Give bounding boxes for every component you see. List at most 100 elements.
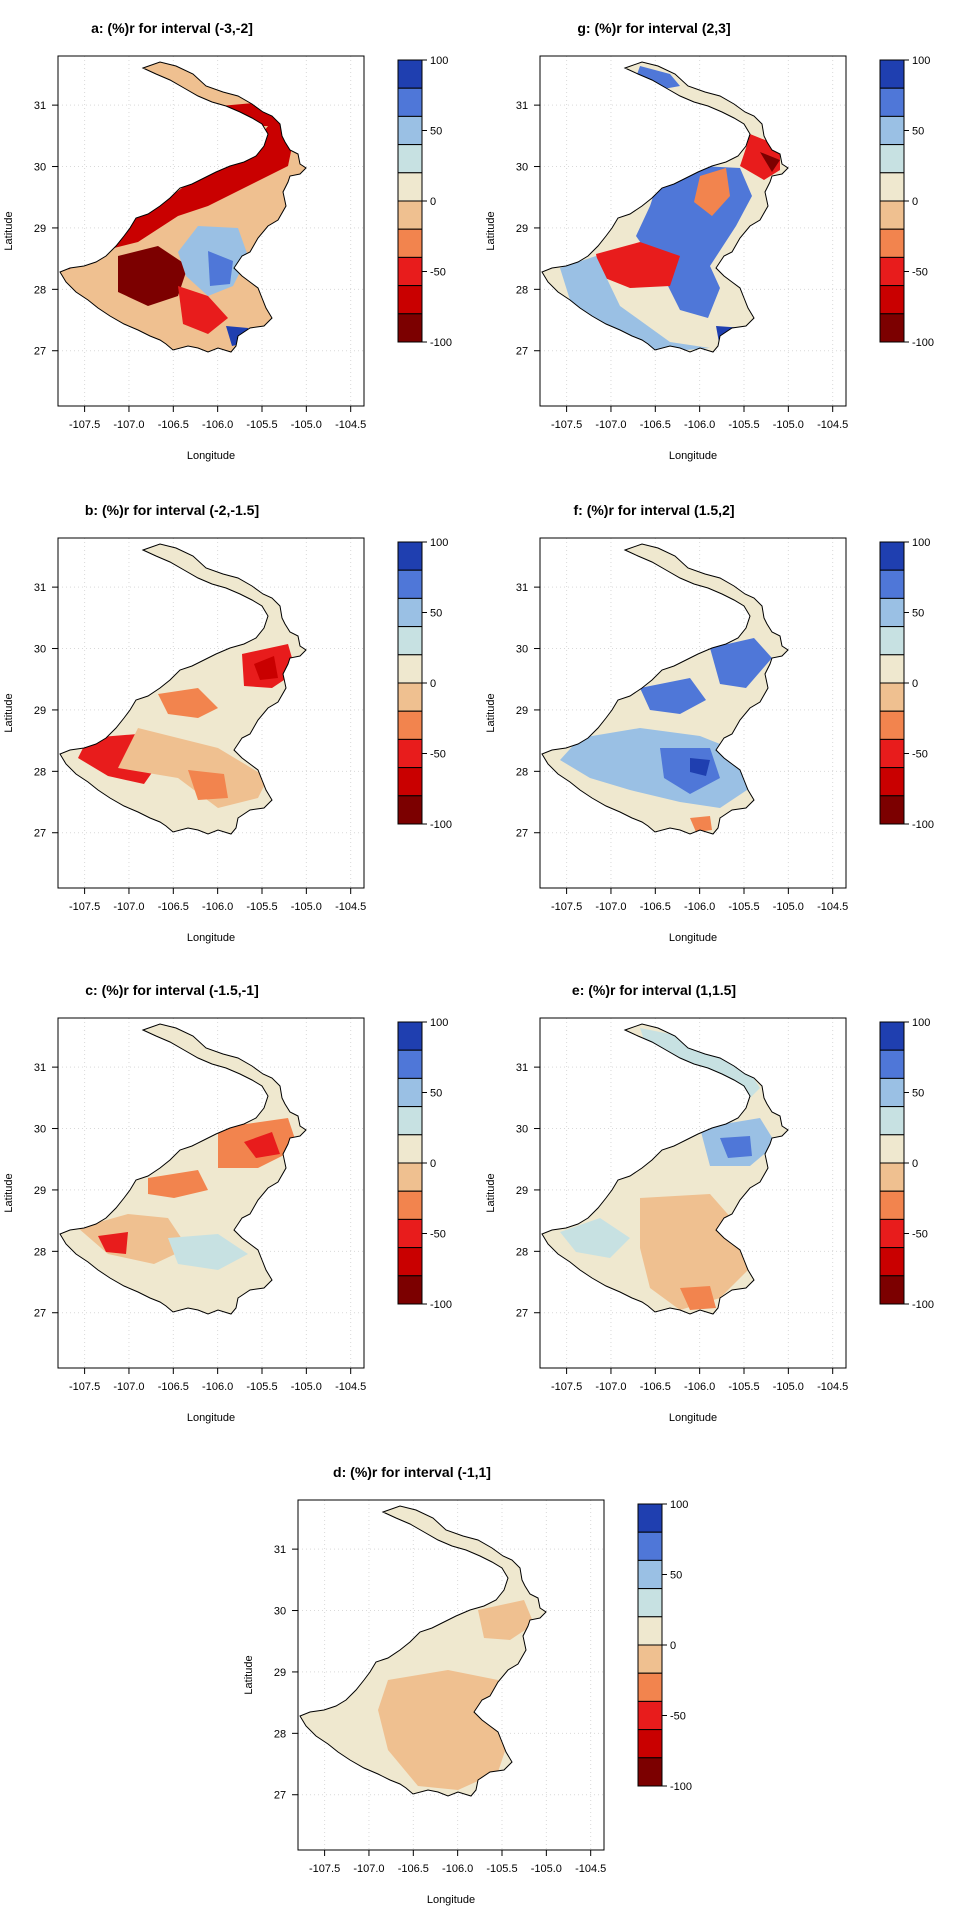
- x-tick-label: -107.0: [113, 901, 144, 913]
- legend-swatch: [637, 1616, 663, 1646]
- y-axis-label: Latitude: [243, 1655, 255, 1694]
- legend-swatch: [397, 569, 423, 599]
- y-axis-label: Latitude: [3, 693, 15, 732]
- legend-swatch: [637, 1729, 663, 1759]
- legend-swatch: [879, 569, 905, 599]
- y-tick-label: 29: [34, 223, 46, 235]
- panel-title: b: (%)r for interval (-2,-1.5]: [85, 502, 259, 518]
- base-fill: [60, 544, 306, 834]
- basin-boundary: [299, 1505, 547, 1797]
- x-axis-label: Longitude: [669, 450, 717, 462]
- legend-swatch: [879, 1247, 905, 1277]
- y-tick-label: 28: [34, 766, 46, 778]
- legend-tick-label: -100: [912, 819, 934, 831]
- x-tick-label: -106.5: [640, 1381, 671, 1393]
- legend-swatch: [397, 1021, 423, 1051]
- legend-swatch: [879, 1162, 905, 1192]
- x-tick-label: -104.5: [335, 901, 366, 913]
- x-tick-label: -105.5: [486, 1863, 517, 1875]
- x-tick-label: -104.5: [817, 901, 848, 913]
- legend-swatch: [879, 172, 905, 202]
- x-tick-label: -105.0: [773, 1381, 804, 1393]
- x-tick-label: -107.5: [69, 901, 100, 913]
- map-panel-f: f: (%)r for interval (1.5,2] -107.5 -107.…: [482, 482, 934, 962]
- map-svg-g: g: (%)r for interval (2,3] -107.5 -107.0 -…: [485, 20, 934, 462]
- x-tick-label: -107.0: [595, 901, 626, 913]
- legend-swatch: [637, 1559, 663, 1590]
- legend-swatch: [397, 285, 423, 315]
- legend-swatch: [879, 1106, 905, 1136]
- y-tick-label: 30: [274, 1606, 286, 1618]
- legend-tick-label: -100: [430, 1299, 452, 1311]
- contour-patch: [148, 1170, 208, 1198]
- x-tick-label: -104.5: [335, 419, 366, 431]
- x-tick-label: -105.5: [728, 1381, 759, 1393]
- legend-swatch: [879, 1134, 905, 1164]
- legend-swatch: [879, 313, 905, 343]
- y-tick-label: 27: [34, 346, 46, 358]
- color-legend: 100 50 0 -50 -100: [637, 1499, 692, 1793]
- x-tick-label: -106.0: [684, 901, 715, 913]
- legend-tick-label: 50: [912, 126, 924, 138]
- y-tick-label: 27: [516, 828, 528, 840]
- basin-boundary: [541, 543, 789, 835]
- x-axis-label: Longitude: [427, 1894, 475, 1906]
- x-tick-label: -104.5: [817, 1381, 848, 1393]
- x-tick-label: -107.0: [113, 419, 144, 431]
- y-tick-label: 28: [516, 766, 528, 778]
- color-legend: 100 50 0 -50 -100: [397, 55, 452, 349]
- legend-swatch: [397, 1275, 423, 1305]
- contour-patch: [710, 638, 772, 688]
- legend-swatch: [879, 682, 905, 712]
- legend-swatch: [879, 541, 905, 571]
- map-svg-f: f: (%)r for interval (1.5,2] -107.5 -107.…: [485, 502, 934, 944]
- basin-boundary: [59, 61, 307, 353]
- x-axis-label: Longitude: [669, 1412, 717, 1424]
- y-tick-label: 28: [516, 1246, 528, 1258]
- legend-tick-label: 0: [430, 196, 436, 208]
- x-tick-label: -107.0: [113, 1381, 144, 1393]
- legend-swatch: [879, 738, 905, 769]
- y-tick-label: 27: [34, 828, 46, 840]
- legend-tick-label: 0: [912, 196, 918, 208]
- legend-tick-label: -100: [430, 337, 452, 349]
- x-tick-label: -107.5: [551, 1381, 582, 1393]
- color-legend: 100 50 0 -50 -100: [397, 1017, 452, 1311]
- legend-swatch: [879, 767, 905, 797]
- contour-patch: [118, 728, 268, 808]
- legend-tick-label: -50: [912, 267, 928, 279]
- x-tick-label: -107.5: [69, 1381, 100, 1393]
- legend-swatch: [879, 1190, 905, 1220]
- y-tick-label: 31: [34, 100, 46, 112]
- y-tick-label: 30: [34, 644, 46, 656]
- y-tick-label: 30: [34, 162, 46, 174]
- contour-patch: [680, 1286, 716, 1310]
- contour-patch: [694, 168, 730, 216]
- contour-patch: [690, 758, 710, 776]
- legend-swatch: [879, 200, 905, 230]
- legend-tick-label: 100: [912, 1017, 930, 1029]
- map-panel-d: d: (%)r for interval (-1,1] -107.5 -107.0…: [240, 1444, 692, 1924]
- x-tick-label: -106.0: [684, 419, 715, 431]
- x-tick-label: -105.5: [728, 901, 759, 913]
- y-axis-label: Latitude: [485, 211, 497, 250]
- x-tick-label: -105.0: [531, 1863, 562, 1875]
- legend-swatch: [879, 285, 905, 315]
- y-axis-label: Latitude: [485, 1173, 497, 1212]
- contour-patch: [560, 1218, 630, 1258]
- x-tick-label: -106.5: [158, 1381, 189, 1393]
- map-panel-b: b: (%)r for interval (-2,-1.5] -107.5 -10…: [0, 482, 452, 962]
- x-tick-label: -107.0: [353, 1863, 384, 1875]
- y-tick-label: 28: [516, 284, 528, 296]
- legend-swatch: [879, 1275, 905, 1305]
- x-tick-label: -105.0: [773, 901, 804, 913]
- x-tick-label: -106.5: [640, 901, 671, 913]
- legend-swatch: [397, 228, 423, 258]
- x-tick-label: -106.5: [158, 901, 189, 913]
- legend-swatch: [879, 795, 905, 825]
- y-axis-label: Latitude: [485, 693, 497, 732]
- x-tick-label: -107.0: [595, 1381, 626, 1393]
- x-tick-label: -105.5: [728, 419, 759, 431]
- x-tick-label: -105.5: [246, 419, 277, 431]
- legend-swatch: [397, 1190, 423, 1220]
